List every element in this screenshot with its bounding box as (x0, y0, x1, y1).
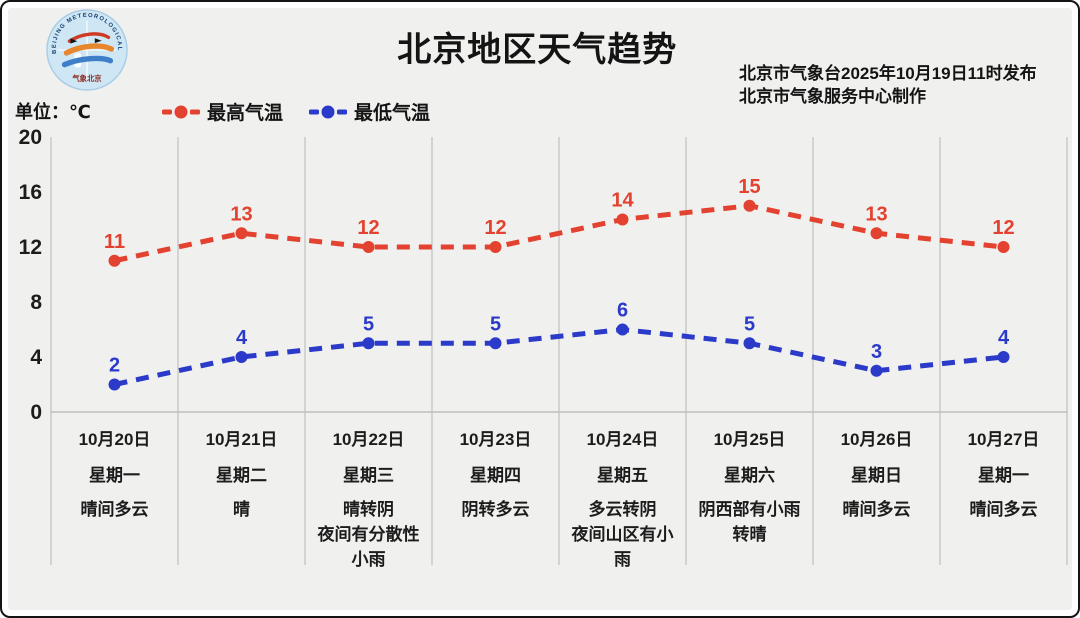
legend-item-max-temp: 最高气温 (162, 98, 283, 125)
publisher-info: 北京市气象台2025年10月19日11时发布 北京市气象服务中心制作 (739, 62, 1069, 108)
logo-bird-icon (94, 38, 102, 44)
max-temp-line-marker-icon (162, 105, 200, 118)
logo-orange-swoosh (63, 43, 115, 56)
legend-label-max-temp: 最高气温 (207, 103, 284, 124)
logo-bird-icon (70, 38, 78, 44)
page-title: 北京地区天气趋势 (397, 31, 678, 69)
legend: 最高气温 最低气温 (162, 98, 430, 125)
min-temp-line-marker-icon (309, 105, 348, 118)
logo-bottom-text: 气象北京 (71, 74, 102, 83)
producer-line: 北京市气象服务中心制作 (739, 87, 926, 106)
unit-label: 单位：℃ (15, 102, 91, 122)
logo-blue-swoosh (61, 55, 114, 68)
beijing-meteorological-service-logo: BEIJING METEOROLOGICAL SERVICE 气象北京 (46, 9, 128, 91)
issued-line: 北京市气象台2025年10月19日11时发布 (739, 64, 1037, 83)
legend-label-min-temp: 最低气温 (354, 103, 431, 124)
legend-item-min-temp: 最低气温 (309, 98, 430, 125)
